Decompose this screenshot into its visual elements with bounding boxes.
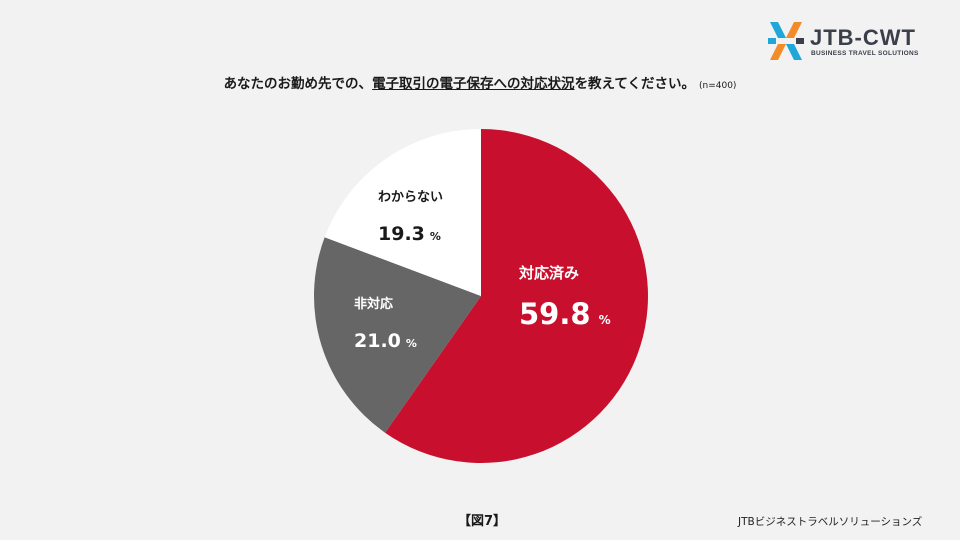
slice-value-1: 21.0 xyxy=(354,330,401,352)
pie-slice-1 xyxy=(314,237,481,433)
logo-tagline: BUSINESS TRAVEL SOLUTIONS xyxy=(811,50,919,57)
slice-category-2: わからない xyxy=(378,190,444,205)
percent-sign-2: % xyxy=(429,230,441,243)
logo-text: JTB-CWT xyxy=(810,25,916,50)
percent-sign-0: % xyxy=(598,313,611,327)
slice-label-2: わからない 19.3% xyxy=(378,186,443,245)
slice-value-0: 59.8 xyxy=(519,297,591,331)
question-part1: あなたのお勤め先での、 xyxy=(223,76,373,92)
slice-category-1: 非対応 xyxy=(354,297,394,312)
pie-slice-2 xyxy=(324,129,481,296)
sample-size: (n=400) xyxy=(698,81,737,91)
source-credit: JTBビジネストラベルソリューションズ xyxy=(738,516,923,528)
question-title: あなたのお勤め先での、電子取引の電子保存への対応状況を教えてください。 (n=40… xyxy=(0,72,960,92)
pie-slice-0 xyxy=(385,129,648,464)
slice-category-0: 対応済み xyxy=(519,264,580,282)
slice-label-0: 対応済み 59.8% xyxy=(519,262,611,331)
question-part3: を教えてください。 xyxy=(574,76,695,92)
slice-label-1: 非対応 21.0% xyxy=(354,293,417,352)
question-underlined: 電子取引の電子保存への対応状況 xyxy=(372,76,575,92)
figure-label: 【図7】 xyxy=(458,514,507,529)
company-logo: JTB-CWT BUSINESS TRAVEL SOLUTIONS xyxy=(766,20,936,62)
logo-mark-icon xyxy=(768,22,804,60)
slice-value-2: 19.3 xyxy=(378,223,425,245)
percent-sign-1: % xyxy=(405,337,417,350)
